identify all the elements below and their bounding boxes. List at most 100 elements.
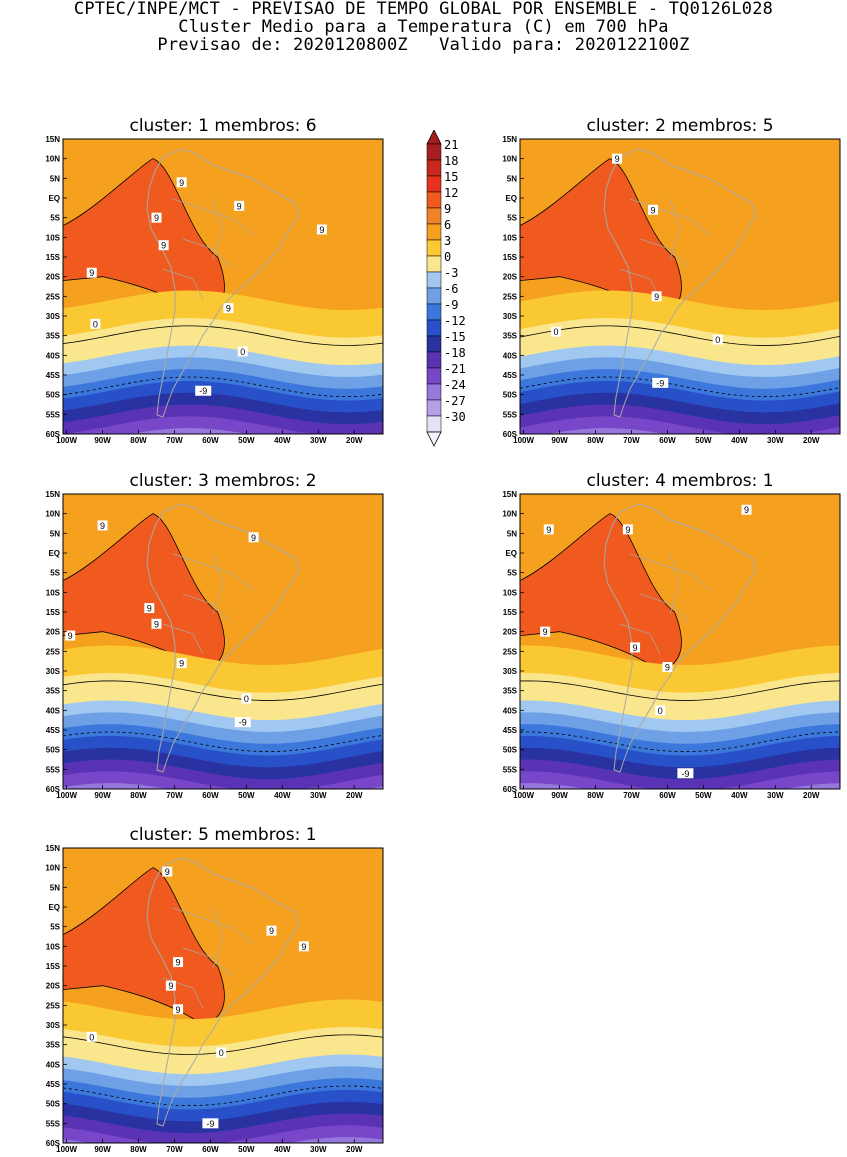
lat-tick-label: 30S — [503, 667, 518, 676]
lat-tick-label: 30S — [503, 312, 518, 321]
contour-label-box — [630, 642, 641, 653]
header: CPTEC/INPE/MCT - PREVISAO DE TEMPO GLOBA… — [0, 0, 847, 54]
lon-tick-label: 70W — [623, 791, 640, 800]
colorbar-label: -6 — [444, 282, 458, 296]
lat-tick-label: 5S — [50, 569, 60, 578]
lon-tick-label: 20W — [346, 791, 363, 800]
lat-tick-label: 10N — [45, 155, 60, 164]
panel-4-title: cluster: 4 membros: 1 — [586, 471, 773, 491]
contour-label-box — [648, 204, 659, 215]
lat-tick-label: 10S — [46, 942, 61, 951]
colorbar-label: -3 — [444, 266, 458, 280]
contour-label-box — [741, 504, 752, 515]
lat-tick-label: 35S — [46, 332, 61, 341]
lat-tick-label: 5N — [507, 174, 517, 183]
colorbar-swatch-8 — [426, 255, 442, 273]
colorbar-swatch-11 — [426, 303, 442, 321]
contour-label-box — [202, 1118, 219, 1129]
contour-label-box — [241, 693, 252, 704]
lon-tick-label: 60W — [202, 436, 219, 445]
contour-label-box — [216, 1047, 227, 1058]
lon-tick-label: 30W — [310, 436, 327, 445]
contour-label: 9 — [546, 525, 551, 535]
lat-tick-label: 60S — [503, 785, 518, 794]
colorbar-label: 12 — [444, 186, 458, 200]
colorbar-swatch-2 — [426, 159, 442, 177]
panel-3-warm-region — [63, 513, 225, 672]
lon-tick-label: 40W — [274, 791, 291, 800]
panel-5-warm-region — [63, 867, 225, 1026]
lon-tick-label: 90W — [94, 436, 111, 445]
lon-tick-label: 50W — [695, 436, 712, 445]
lat-tick-label: 40S — [503, 351, 518, 360]
panel-1-band-9 — [63, 416, 383, 434]
lon-tick-label: 50W — [238, 791, 255, 800]
lat-tick-label: 60S — [46, 430, 61, 439]
panels-root: cluster: 1 membros: 6 9 9 9 9 9 9 9 0 0 -9 15N 10N 5N… — [45, 116, 841, 1154]
lon-tick-label: 60W — [659, 791, 676, 800]
contour-label: 9 — [543, 627, 548, 637]
colorbar-swatch-18 — [426, 415, 442, 433]
lat-tick-label: 15S — [46, 962, 61, 971]
contour-label: -9 — [681, 769, 689, 779]
lat-tick-label: 5N — [507, 529, 517, 538]
lat-tick-label: 20S — [46, 273, 61, 282]
lat-tick-label: 20S — [503, 273, 518, 282]
contour-label: 0 — [219, 1048, 224, 1058]
lat-tick-label: 25S — [46, 1001, 61, 1010]
lat-tick-label: EQ — [48, 194, 60, 203]
title-line-1: CPTEC/INPE/MCT - PREVISAO DE TEMPO GLOBA… — [73, 0, 774, 19]
colorbar-swatch-7 — [426, 239, 442, 257]
contour-label: 0 — [244, 694, 249, 704]
contour-label: 9 — [633, 643, 638, 653]
contour-label: 9 — [154, 213, 159, 223]
lat-tick-label: 50S — [46, 1100, 61, 1109]
contour-label: 9 — [615, 154, 620, 164]
lon-tick-label: 50W — [695, 791, 712, 800]
lat-tick-label: 5S — [507, 569, 517, 578]
lon-tick-label: 70W — [166, 436, 183, 445]
colorbar-swatch-16 — [426, 383, 442, 401]
panel-4-warm-region — [520, 513, 682, 672]
lat-tick-label: 15S — [503, 253, 518, 262]
contour-label: 9 — [654, 292, 659, 302]
contour-label: 9 — [651, 205, 656, 215]
lat-tick-label: 20S — [503, 628, 518, 637]
lon-tick-label: 20W — [803, 791, 820, 800]
lon-tick-label: 70W — [166, 791, 183, 800]
contour-label: 0 — [658, 706, 663, 716]
contour-label: -9 — [239, 718, 247, 728]
colorbar-label: -27 — [444, 394, 466, 408]
contour-label: 9 — [179, 659, 184, 669]
map-panel-3: cluster: 3 membros: 29999990-915N10N5NEQ… — [45, 471, 384, 800]
lat-tick-label: 40S — [46, 1060, 61, 1069]
lat-tick-label: EQ — [48, 903, 60, 912]
lon-tick-label: 30W — [310, 791, 327, 800]
lon-tick-label: 80W — [130, 791, 147, 800]
lon-tick-label: 40W — [731, 436, 748, 445]
panel-4-band-9 — [520, 771, 840, 789]
lon-tick-label: 50W — [238, 1145, 255, 1154]
lat-tick-label: 25S — [46, 647, 61, 656]
contour-label-box — [652, 377, 669, 388]
lon-tick-label: 60W — [659, 436, 676, 445]
colorbar-swatch-13 — [426, 335, 442, 353]
contour-label-box — [165, 980, 176, 991]
contour-label: 9 — [176, 958, 181, 968]
panel-4-band-10 — [520, 783, 840, 789]
contour-label-box — [151, 618, 162, 629]
contour-label: -9 — [656, 378, 664, 388]
lat-tick-label: 40S — [46, 706, 61, 715]
lon-tick-label: 90W — [551, 791, 568, 800]
lat-tick-label: 55S — [46, 410, 61, 419]
lon-tick-label: 30W — [767, 791, 784, 800]
lon-tick-label: 100W — [56, 1145, 77, 1154]
lon-tick-label: 30W — [310, 1145, 327, 1154]
lat-tick-label: 15N — [45, 490, 60, 499]
contour-label-box — [65, 630, 76, 641]
colorbar-swatch-15 — [426, 367, 442, 385]
lon-tick-label: 90W — [94, 1145, 111, 1154]
panel-5-band-9 — [63, 1125, 383, 1143]
contour-label: 9 — [625, 525, 630, 535]
lon-tick-label: 60W — [202, 1145, 219, 1154]
